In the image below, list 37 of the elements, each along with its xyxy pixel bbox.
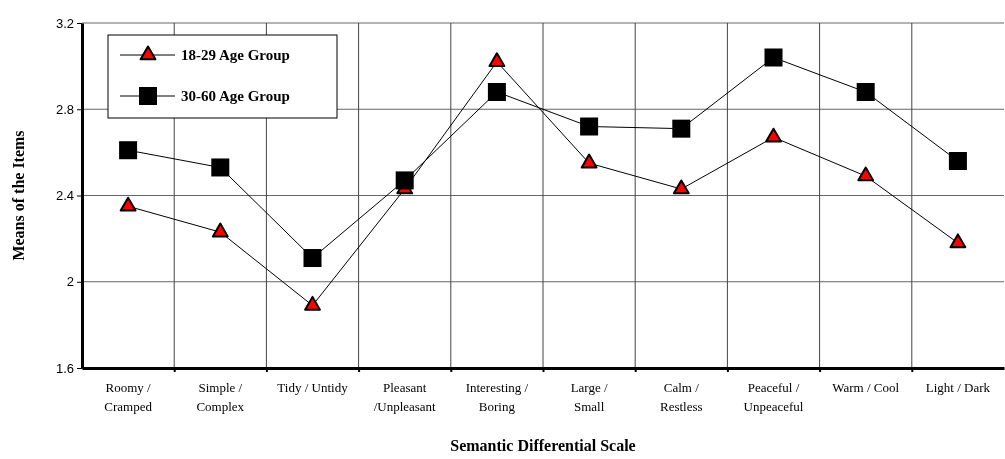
point xyxy=(765,127,782,143)
point xyxy=(672,179,690,195)
x-tick-label: Peaceful / Unpeaceful xyxy=(743,380,804,414)
y-tick-label: 1.6 xyxy=(55,360,74,376)
point xyxy=(395,171,414,190)
x-tick-label: Interesting / Boring xyxy=(465,380,529,414)
point xyxy=(487,83,506,101)
point xyxy=(211,158,230,177)
point xyxy=(119,196,137,212)
legend-label: 30-60 Age Group xyxy=(181,88,290,104)
point xyxy=(949,233,967,249)
y-axis-title: Means of the Items xyxy=(10,130,27,261)
point xyxy=(488,52,506,68)
point xyxy=(580,153,598,169)
x-tick-label: Roomy / Cramped xyxy=(104,380,153,414)
point xyxy=(211,222,229,238)
x-tick-label: Warm / Cool xyxy=(832,380,900,395)
x-tick-label: Simple / Complex xyxy=(196,380,245,414)
point xyxy=(119,141,138,160)
y-tick-label: 2.4 xyxy=(55,188,74,204)
y-tick-label: 2 xyxy=(66,274,74,290)
point xyxy=(304,295,321,311)
point xyxy=(857,166,875,182)
x-tick-label: Pleasant /Unpleasant xyxy=(373,380,437,414)
point xyxy=(856,83,875,101)
x-tick-label: Calm / Restless xyxy=(659,380,703,414)
x-tick-label: Large / Small xyxy=(570,380,608,414)
point xyxy=(948,152,967,170)
x-tick-label: Tidy / Untidy xyxy=(277,380,349,395)
y-tick-label: 2.8 xyxy=(55,101,74,117)
point xyxy=(672,119,691,138)
y-tick-label: 3.2 xyxy=(55,15,74,31)
point xyxy=(580,117,599,136)
x-tick-label: Light / Dark xyxy=(925,380,991,395)
x-axis-title: Semantic Differential Scale xyxy=(450,437,636,454)
legend-label: 18-29 Age Group xyxy=(181,47,290,63)
point xyxy=(764,48,783,67)
